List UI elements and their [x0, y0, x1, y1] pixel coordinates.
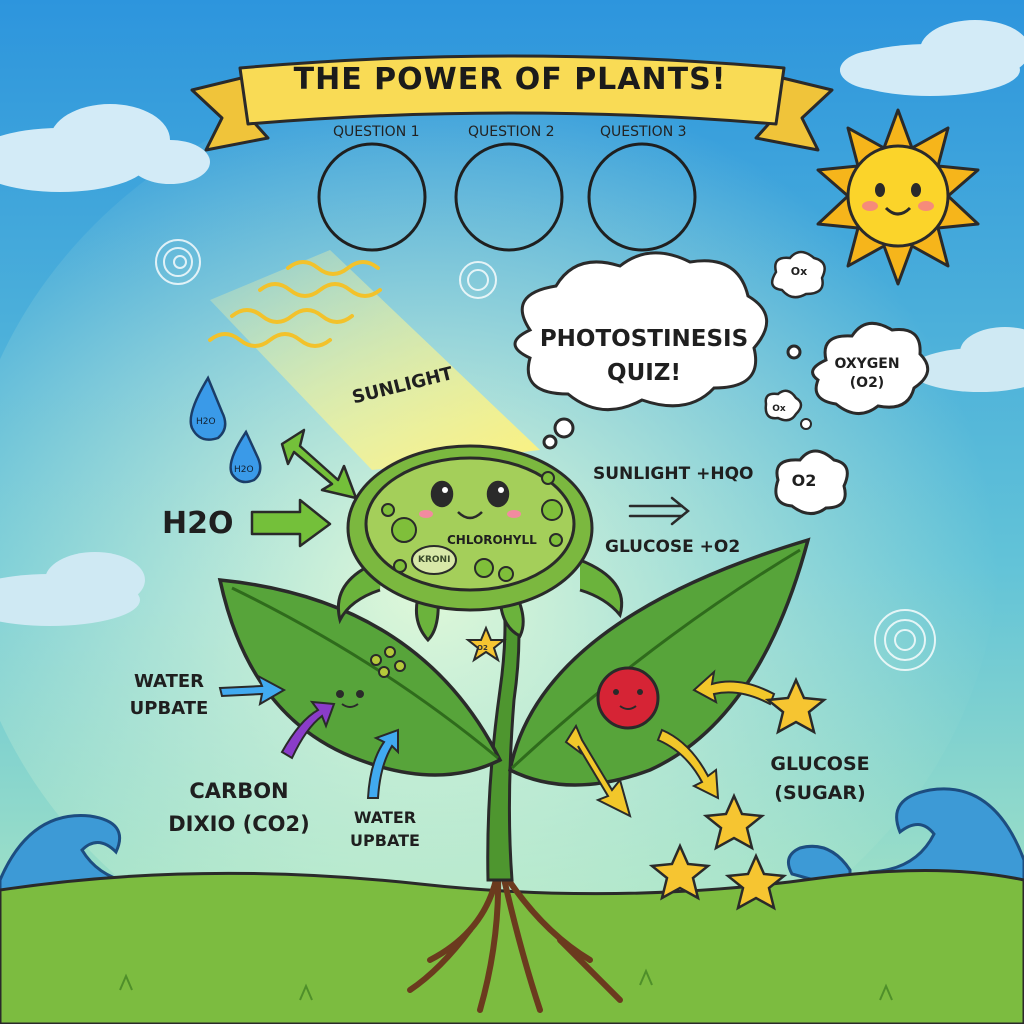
sunlight-wave-lines — [208, 260, 382, 348]
plant-roots — [407, 867, 623, 1013]
water-drop-label: H2O — [234, 465, 254, 475]
o2-cloud-label: O2 — [791, 471, 817, 490]
wind-swirl-icon — [155, 239, 201, 285]
small-o2-cloud — [764, 389, 803, 422]
chloroplast-granules — [381, 471, 563, 582]
berry-character — [596, 666, 660, 730]
left-leaf — [217, 578, 503, 777]
equation-reactants: SUNLIGHT +HQO — [593, 464, 754, 484]
title-banner — [190, 54, 834, 152]
oxygen-label-line-2: (O2) — [849, 375, 885, 391]
water-drop-label: H2O — [196, 417, 216, 427]
right-leaf-vein — [510, 548, 801, 770]
reaction-arrow — [628, 496, 690, 526]
cloud-top-right — [840, 20, 1024, 96]
glucose-label: GLUCOSE (SUGAR) — [760, 750, 880, 808]
glucose-arrow — [656, 728, 720, 800]
question-3-answer-circle[interactable] — [587, 142, 697, 252]
cloud-top-left — [0, 104, 210, 192]
cloud-mid-right — [910, 327, 1024, 392]
nucleus-label: KRONI — [418, 555, 451, 565]
water-drop-icon — [229, 429, 262, 484]
leaf-face — [336, 690, 364, 708]
thought-bubble — [513, 251, 802, 450]
water-uptake-arrow — [366, 728, 399, 799]
ground — [0, 868, 1024, 1024]
quiz-bubble-text: PHOTOSTINESIS QUIZ! — [524, 322, 764, 390]
star-label: O2 — [477, 644, 488, 652]
glucose-arrow — [564, 723, 632, 818]
wind-swirl-icon — [459, 261, 497, 299]
question-1-answer-circle[interactable] — [317, 142, 427, 252]
equation-products: GLUCOSE +O2 — [605, 537, 741, 557]
o2-cloud — [774, 449, 849, 515]
water-drop-icon — [189, 375, 227, 441]
bubble-dot — [800, 418, 812, 430]
water-uptake-arrow — [218, 673, 287, 706]
small-cloud-label: Ox — [772, 404, 786, 414]
oxygen-label: OXYGEN (O2) — [824, 355, 910, 393]
carbon-dioxide-label: CARBON DIXIO (CO2) — [164, 775, 314, 841]
left-leaf-vein — [231, 586, 499, 760]
quiz-title-line-1: PHOTOSTINESIS — [539, 326, 749, 352]
right-leaf — [508, 537, 811, 787]
carbon-line-1: CARBON — [189, 779, 289, 803]
small-cloud-label: Ox — [790, 265, 808, 278]
star-icon — [465, 625, 507, 663]
question-1-label: QUESTION 1 — [333, 124, 420, 140]
question-3-label: QUESTION 3 — [600, 124, 687, 140]
water-uptake-label: WATER UPBATE — [124, 668, 214, 722]
wind-swirl-icon — [874, 609, 936, 671]
water-uptake-line-1: WATER — [133, 671, 204, 692]
cloud-mid-left — [0, 552, 145, 626]
water-uptake-line-1: WATER — [353, 808, 417, 827]
carbon-line-2: DIXIO (CO2) — [168, 812, 310, 836]
glucose-line-2: (SUGAR) — [774, 782, 866, 804]
chloroplast-face — [419, 480, 521, 520]
h2o-input-arrow — [250, 498, 332, 548]
question-2-answer-circle[interactable] — [454, 142, 564, 252]
water-uptake-line-2: UPBATE — [350, 831, 420, 850]
sun-icon — [816, 108, 980, 286]
small-o2-cloud — [770, 250, 826, 299]
glucose-arrow — [692, 669, 776, 706]
page-title: THE POWER OF PLANTS! — [293, 62, 727, 97]
glucose-line-1: GLUCOSE — [770, 753, 870, 775]
water-uptake-line-2: UPBATE — [129, 698, 209, 719]
grass-tufts — [119, 968, 893, 1001]
h2o-label: H2O — [162, 506, 234, 541]
quiz-title-line-2: QUIZ! — [607, 360, 681, 386]
question-2-label: QUESTION 2 — [468, 124, 555, 140]
chloroplast-nucleus — [411, 545, 457, 575]
oxygen-cloud — [811, 321, 930, 415]
carbon-dioxide-arrow — [280, 700, 336, 760]
water-uptake-label: WATER UPBATE — [340, 806, 430, 852]
sunlight-beam — [210, 250, 540, 470]
oxygen-label-line-1: OXYGEN — [834, 356, 900, 372]
glucose-star-icon — [648, 676, 828, 911]
chlorophyll-label: CHLOROHYLL — [447, 533, 537, 547]
leaf-chloroplast-dots — [370, 646, 406, 678]
